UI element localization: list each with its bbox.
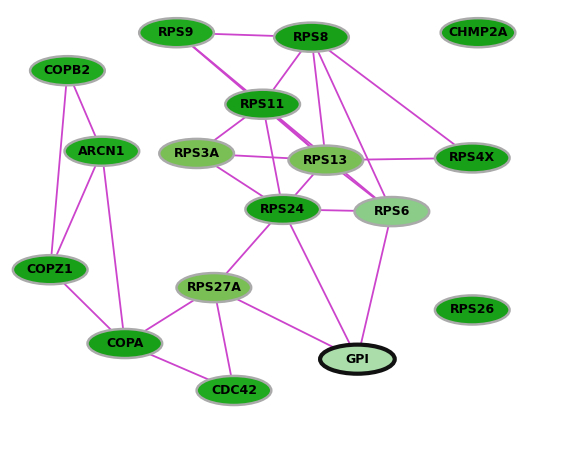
Text: RPS11: RPS11 <box>240 98 285 111</box>
Ellipse shape <box>245 195 320 224</box>
Ellipse shape <box>177 273 251 302</box>
Text: COPA: COPA <box>106 337 144 350</box>
Text: RPS6: RPS6 <box>374 205 410 218</box>
Text: RPS26: RPS26 <box>449 303 495 316</box>
Ellipse shape <box>441 18 515 47</box>
Text: RPS13: RPS13 <box>304 153 349 166</box>
Text: COPZ1: COPZ1 <box>27 263 74 276</box>
Ellipse shape <box>88 329 162 358</box>
Ellipse shape <box>30 56 105 85</box>
Text: RPS3A: RPS3A <box>174 147 220 160</box>
Ellipse shape <box>435 144 509 172</box>
Ellipse shape <box>197 376 271 405</box>
Text: GPI: GPI <box>346 353 369 366</box>
Ellipse shape <box>226 90 300 119</box>
Ellipse shape <box>320 345 395 373</box>
Ellipse shape <box>354 197 429 226</box>
Text: CDC42: CDC42 <box>211 384 257 397</box>
Text: COPB2: COPB2 <box>44 64 91 77</box>
Ellipse shape <box>65 137 139 166</box>
Ellipse shape <box>159 139 234 168</box>
Text: RPS24: RPS24 <box>260 203 305 216</box>
Ellipse shape <box>288 146 363 175</box>
Ellipse shape <box>274 22 349 52</box>
Ellipse shape <box>13 255 88 284</box>
Text: ARCN1: ARCN1 <box>78 145 126 158</box>
Text: RPS27A: RPS27A <box>186 281 241 294</box>
Text: RPS9: RPS9 <box>158 26 194 39</box>
Text: CHMP2A: CHMP2A <box>448 26 508 39</box>
Ellipse shape <box>435 296 509 324</box>
Text: RPS4X: RPS4X <box>449 151 495 164</box>
Text: RPS8: RPS8 <box>293 31 329 44</box>
Ellipse shape <box>139 18 214 47</box>
